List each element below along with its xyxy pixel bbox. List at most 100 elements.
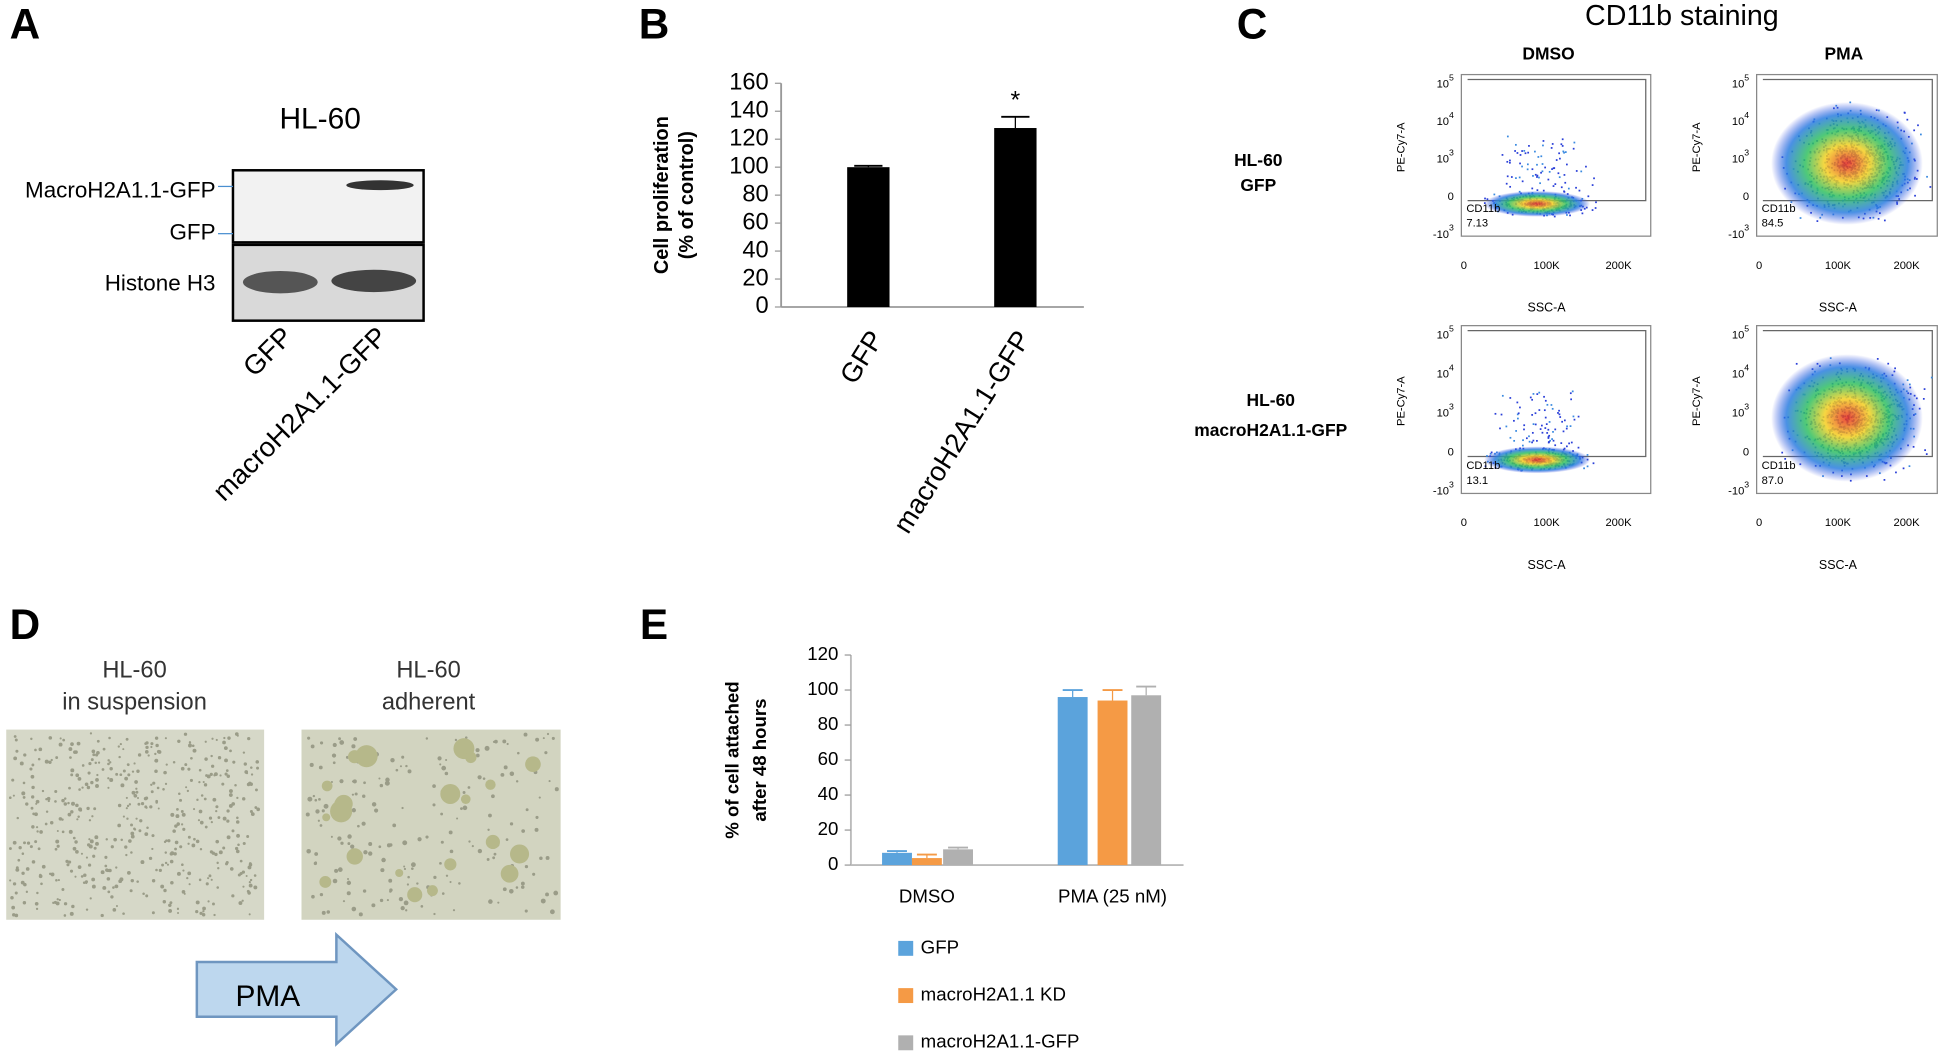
cell — [187, 842, 190, 845]
cell — [46, 796, 51, 801]
cell — [105, 868, 109, 872]
cell — [10, 896, 14, 900]
cell — [135, 817, 138, 820]
cell — [210, 878, 213, 881]
cell — [475, 748, 480, 753]
y-axis-label: (% of control) — [676, 131, 698, 259]
cell — [523, 732, 528, 737]
cell — [199, 911, 203, 915]
cell — [232, 760, 236, 764]
cell — [109, 761, 112, 764]
cell — [477, 848, 483, 854]
event — [1903, 112, 1906, 114]
micrograph — [6, 729, 265, 920]
tick-base: 10 — [1732, 369, 1744, 381]
cell — [110, 845, 114, 849]
cell — [124, 845, 128, 849]
tick-exp: 3 — [1744, 223, 1749, 233]
cell — [456, 817, 459, 820]
cell — [411, 867, 414, 870]
cell — [398, 896, 404, 902]
cell — [12, 882, 17, 886]
cell — [460, 807, 463, 811]
cell — [554, 787, 559, 792]
cell — [351, 793, 355, 796]
y-tick-label: -103 — [1433, 223, 1454, 241]
event — [1565, 427, 1568, 430]
cell — [371, 903, 376, 908]
cell — [363, 781, 366, 785]
cell — [253, 874, 257, 877]
y-tick-label: 105 — [1437, 73, 1454, 91]
cell — [155, 801, 158, 804]
blot-band — [346, 180, 414, 191]
cell — [250, 773, 254, 776]
cell — [241, 899, 244, 902]
cell — [545, 856, 550, 860]
cell — [185, 786, 188, 789]
cell — [122, 769, 126, 773]
event — [1559, 416, 1562, 418]
tick-exp: 5 — [1744, 73, 1749, 83]
cell — [228, 793, 233, 797]
tick-exp: 3 — [1449, 223, 1454, 233]
cell — [130, 851, 133, 854]
y-tick-label: 0 — [828, 853, 838, 874]
cell — [83, 873, 87, 877]
cell — [363, 850, 368, 855]
cell — [158, 868, 162, 872]
row-label: macroH2A1.1-GFP — [1194, 420, 1347, 440]
cell — [338, 737, 341, 741]
event — [1553, 215, 1556, 218]
cell — [84, 782, 89, 787]
cell — [216, 886, 220, 889]
event — [1551, 168, 1553, 170]
cell — [362, 889, 367, 893]
event — [1524, 152, 1527, 155]
event — [1571, 390, 1574, 393]
cell — [76, 741, 81, 746]
cell — [35, 802, 38, 805]
cell — [144, 805, 148, 809]
cell — [318, 797, 321, 801]
cell — [168, 903, 172, 908]
cell — [445, 874, 449, 877]
cell — [125, 807, 128, 810]
cell — [317, 819, 320, 822]
cell — [217, 756, 222, 760]
cell — [239, 859, 243, 863]
cell — [203, 783, 208, 787]
cell — [119, 877, 124, 882]
row-label: HL-60 — [1247, 390, 1295, 410]
cell — [248, 781, 252, 786]
cell — [45, 810, 49, 813]
event — [1569, 425, 1572, 428]
y-axis-label: PE-Cy7-A — [1691, 122, 1703, 172]
event — [1924, 449, 1926, 452]
micrograph-caption: HL-60 — [102, 657, 166, 683]
cell — [128, 839, 132, 843]
cell — [55, 839, 60, 844]
cell — [330, 780, 333, 784]
cell — [40, 882, 43, 886]
cell — [402, 840, 408, 846]
cell — [549, 909, 555, 915]
y-tick-label: 80 — [818, 713, 839, 734]
cell — [432, 803, 436, 807]
tick-base: -10 — [1728, 229, 1744, 241]
tick-exp: 3 — [1744, 480, 1749, 490]
cell — [477, 775, 482, 780]
cell — [170, 851, 175, 856]
cell — [237, 843, 240, 846]
cell — [61, 830, 65, 834]
event — [1914, 194, 1916, 197]
cell — [13, 756, 18, 761]
cell — [89, 732, 93, 735]
event — [1542, 189, 1545, 192]
plot-frame — [1756, 325, 1938, 495]
cell — [231, 894, 235, 898]
cell — [91, 749, 96, 754]
event — [1506, 135, 1509, 138]
lane-label: macroH2A1.1-GFP — [206, 321, 393, 507]
event — [1552, 185, 1555, 187]
